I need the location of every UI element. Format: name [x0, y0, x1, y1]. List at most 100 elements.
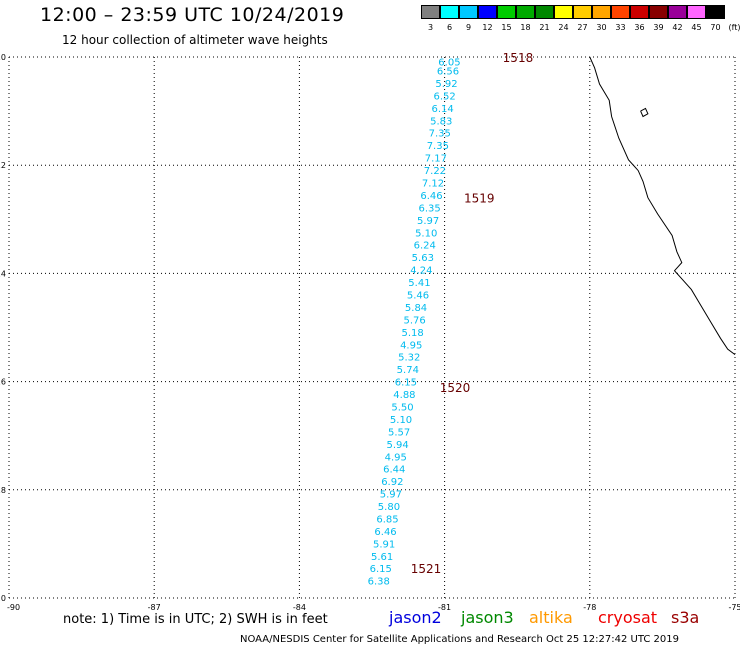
wave-height-label: 5.83: [430, 116, 452, 127]
scale-swatch: [629, 5, 649, 19]
wave-height-label: 5.50: [391, 402, 413, 413]
scale-swatch: [610, 5, 630, 19]
lat-tick-label: -18: [0, 486, 6, 495]
pass-time-label: 1520: [440, 381, 471, 395]
scale-swatch: [667, 5, 687, 19]
lat-tick-label: -14: [0, 269, 6, 278]
pass-time-label: 1519: [464, 192, 495, 206]
coastline: [589, 56, 736, 355]
scale-cell: 15: [496, 5, 516, 32]
scale-cell: 21: [534, 5, 554, 32]
scale-cell: 12: [477, 5, 497, 32]
scale-label: 70: [710, 23, 721, 32]
satellite-label-jason3: jason3: [461, 608, 514, 627]
scale-swatch: [496, 5, 516, 19]
wave-height-label: 6.46: [420, 191, 442, 202]
wave-height-label: 6.05: [438, 57, 460, 68]
wave-height-label: 7.17: [425, 154, 447, 165]
scale-swatch: [648, 5, 668, 19]
scale-label: 33: [615, 23, 626, 32]
scale-swatch: [553, 5, 573, 19]
scale-label: 3: [427, 23, 434, 32]
wave-height-label: 5.46: [407, 290, 429, 301]
wave-height-label: 5.57: [388, 427, 410, 438]
scale-cell: 18: [515, 5, 535, 32]
scale-label: 39: [653, 23, 664, 32]
color-scale-legend: 3 6 9 12 15 18 21 24 27 30 33 36 39 42 45 70 (ft): [420, 5, 740, 32]
scale-label: 12: [482, 23, 493, 32]
scale-label: 9: [465, 23, 472, 32]
scale-swatch: [458, 5, 478, 19]
scale-label: 21: [539, 23, 550, 32]
scale-swatch: [420, 5, 440, 19]
scale-swatch: [572, 5, 592, 19]
wave-height-label: 5.41: [408, 278, 430, 289]
wave-height-label: 4.24: [410, 266, 432, 277]
scale-cell: 33: [610, 5, 630, 32]
scale-swatch: [534, 5, 554, 19]
scale-swatch: [439, 5, 459, 19]
footnote-note: note: 1) Time is in UTC; 2) SWH is in fe…: [63, 612, 328, 627]
wave-height-label: 6.15: [370, 564, 392, 575]
scale-cell: 70: [705, 5, 725, 32]
scale-swatch: [477, 5, 497, 19]
wave-height-label: 5.10: [415, 228, 437, 239]
wave-height-label: 5.92: [435, 79, 457, 90]
wave-height-label: 5.18: [402, 328, 424, 339]
wave-height-label: 5.84: [405, 303, 427, 314]
scale-cell: 9: [458, 5, 478, 32]
wave-height-label: 4.95: [400, 340, 422, 351]
scale-swatch: [591, 5, 611, 19]
scale-label: 18: [520, 23, 531, 32]
lat-tick-label: -16: [0, 378, 6, 387]
wave-height-label: 6.52: [433, 91, 455, 102]
scale-label: 36: [634, 23, 645, 32]
lat-tick-label: -20: [0, 594, 6, 603]
satellite-label-s3a: s3a: [671, 608, 700, 627]
wave-height-label: 6.46: [374, 527, 396, 538]
wave-height-label: 5.63: [412, 253, 434, 264]
lon-tick-label: -84: [293, 603, 306, 612]
scale-cell: 6: [439, 5, 459, 32]
wave-height-label: 5.61: [371, 552, 393, 563]
lon-tick-label: -75: [728, 603, 740, 612]
scale-cell: 39: [648, 5, 668, 32]
lon-tick-label: -90: [7, 603, 20, 612]
page-title: 12:00 – 23:59 UTC 10/24/2019: [40, 4, 345, 26]
wave-height-label: 6.85: [376, 514, 398, 525]
scale-label: 15: [501, 23, 512, 32]
scale-cell: (ft): [725, 5, 740, 32]
scale-swatch: [515, 5, 535, 19]
lon-tick-label: -78: [583, 603, 596, 612]
wave-height-label: 5.80: [378, 502, 400, 513]
wave-height-label: 5.97: [417, 216, 439, 227]
credit-line: NOAA/NESDIS Center for Satellite Applica…: [240, 634, 679, 645]
pass-time-label: 1518: [503, 51, 534, 65]
lon-tick-label: -81: [438, 603, 451, 612]
wave-height-label: 7.35: [427, 141, 449, 152]
scale-label: 24: [558, 23, 569, 32]
scale-label: 30: [596, 23, 607, 32]
wave-height-label: 4.95: [385, 452, 407, 463]
satellite-label-jason2: jason2: [389, 608, 442, 627]
scale-label: 6: [446, 23, 453, 32]
scale-label: (ft): [728, 23, 740, 32]
scale-cell: 36: [629, 5, 649, 32]
wave-height-label: 6.44: [383, 465, 405, 476]
wave-height-label: 6.38: [368, 577, 390, 588]
wave-height-label: 5.91: [373, 539, 395, 550]
wave-height-label: 5.32: [398, 353, 420, 364]
lon-tick-label: -87: [148, 603, 161, 612]
wave-height-label: 5.97: [380, 490, 402, 501]
wave-height-label: 6.14: [432, 104, 454, 115]
scale-cell: 45: [686, 5, 706, 32]
scale-cell: 42: [667, 5, 687, 32]
satellite-label-cryosat: cryosat: [598, 608, 658, 627]
lat-tick-label: -10: [0, 53, 6, 62]
wave-height-label: 5.10: [390, 415, 412, 426]
wave-height-label: 6.24: [414, 241, 436, 252]
pass-time-label: 1521: [411, 562, 442, 576]
scale-label: 42: [672, 23, 683, 32]
